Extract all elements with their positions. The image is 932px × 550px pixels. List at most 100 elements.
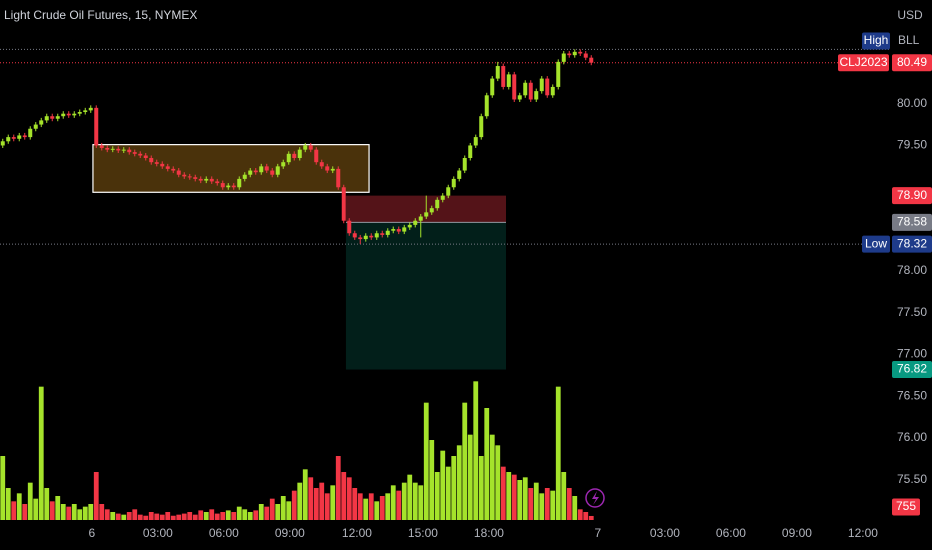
- volume-bar: [77, 509, 83, 520]
- x-tick-label: 06:00: [716, 526, 746, 540]
- volume-bar: [308, 477, 314, 520]
- volume-bar: [566, 488, 572, 520]
- candle-body: [270, 170, 275, 175]
- volume-bar: [126, 512, 132, 520]
- volume-bar: [291, 490, 297, 520]
- volume-bar: [500, 466, 506, 520]
- candle-body: [83, 110, 88, 113]
- candle-body: [319, 162, 324, 167]
- candle-body: [385, 230, 390, 235]
- volume-bar: [401, 482, 407, 520]
- volume-bar: [33, 498, 39, 520]
- candle-body: [451, 178, 456, 188]
- candle-body: [248, 170, 253, 175]
- price-tag: CLJ2023: [839, 55, 887, 69]
- candle-body: [0, 141, 5, 146]
- candle-body: [215, 181, 220, 184]
- volume-bar: [456, 445, 462, 520]
- candle-body: [226, 185, 231, 188]
- candle-body: [545, 78, 550, 96]
- candle-body: [556, 61, 561, 87]
- candle-body: [149, 158, 154, 163]
- candle-body: [572, 51, 577, 56]
- x-tick-label: 12:00: [342, 526, 372, 540]
- candle-body: [413, 220, 418, 225]
- volume-bar: [275, 504, 281, 520]
- candle-body: [77, 112, 82, 114]
- x-tick-label: 09:00: [275, 526, 305, 540]
- candle-body: [501, 66, 506, 87]
- volume-bar: [522, 477, 528, 520]
- price-tag-bg: [862, 32, 890, 50]
- volume-bar: [88, 504, 94, 520]
- candle-body: [473, 137, 478, 146]
- volume-bar: [511, 474, 517, 520]
- candle-body: [264, 166, 269, 171]
- candle-body: [127, 149, 132, 153]
- candle-body: [138, 153, 143, 156]
- candle-body: [457, 170, 462, 179]
- candle-body: [402, 227, 407, 232]
- candle-body: [495, 66, 500, 79]
- candle-body: [220, 183, 225, 188]
- x-tick-label: 6: [89, 526, 96, 540]
- price-tag-bg: [862, 235, 890, 253]
- candle-body: [462, 158, 467, 171]
- candle-body: [44, 116, 49, 121]
- candle-body: [193, 177, 198, 179]
- volume-bar: [489, 434, 495, 520]
- y-tick-label: 75.50: [897, 472, 927, 486]
- volume-bar: [588, 515, 594, 520]
- volume-bar: [528, 488, 534, 520]
- x-tick-label: 06:00: [209, 526, 239, 540]
- volume-bar: [60, 504, 66, 520]
- volume-bar: [412, 482, 418, 520]
- candle-body: [116, 148, 121, 151]
- volume-bar: [330, 485, 336, 520]
- volume-bar: [132, 509, 138, 520]
- volume-bar: [55, 496, 61, 520]
- volume-bar: [71, 504, 77, 520]
- candle-body: [171, 168, 176, 171]
- volume-bar: [104, 509, 110, 520]
- volume-bar: [539, 493, 545, 520]
- volume-bar: [82, 506, 88, 520]
- candle-body: [160, 163, 165, 167]
- volume-bar: [5, 488, 11, 520]
- candle-body: [517, 95, 522, 100]
- y-tick-label: 80.00: [897, 96, 927, 110]
- volume-bar: [121, 514, 127, 520]
- volume-bar: [495, 445, 501, 520]
- volume-bar: [258, 504, 264, 520]
- y-tick-label: 78.00: [897, 263, 927, 277]
- candle-body: [182, 174, 187, 177]
- volume-bar: [478, 456, 484, 520]
- price-tag-bg: [892, 54, 932, 72]
- x-tick-label: 15:00: [408, 526, 438, 540]
- volume-bar: [198, 510, 204, 520]
- candle-body: [50, 116, 55, 119]
- volume-bar: [269, 498, 275, 520]
- x-tick-label: 12:00: [848, 526, 878, 540]
- volume-bar: [357, 493, 363, 520]
- volume-bar: [467, 434, 473, 520]
- x-tick-label: 18:00: [474, 526, 504, 540]
- lightning-icon[interactable]: [585, 488, 605, 508]
- volume-bar: [550, 490, 556, 520]
- volume-bar: [517, 480, 523, 520]
- candle-body: [33, 124, 38, 129]
- candle-body: [567, 53, 572, 56]
- volume-bar: [242, 509, 248, 520]
- volume-bar: [319, 482, 325, 520]
- candle-body: [440, 195, 445, 200]
- candle-body: [396, 229, 401, 232]
- candle-body: [429, 208, 434, 213]
- price-tag: 78.32: [897, 236, 927, 250]
- volume-bar: [170, 515, 176, 520]
- candle-body: [176, 170, 181, 175]
- candle-body: [132, 152, 137, 154]
- volume-bar: [143, 515, 149, 520]
- candle-body: [446, 187, 451, 196]
- candle-body: [380, 233, 385, 235]
- volume-bar: [555, 386, 561, 520]
